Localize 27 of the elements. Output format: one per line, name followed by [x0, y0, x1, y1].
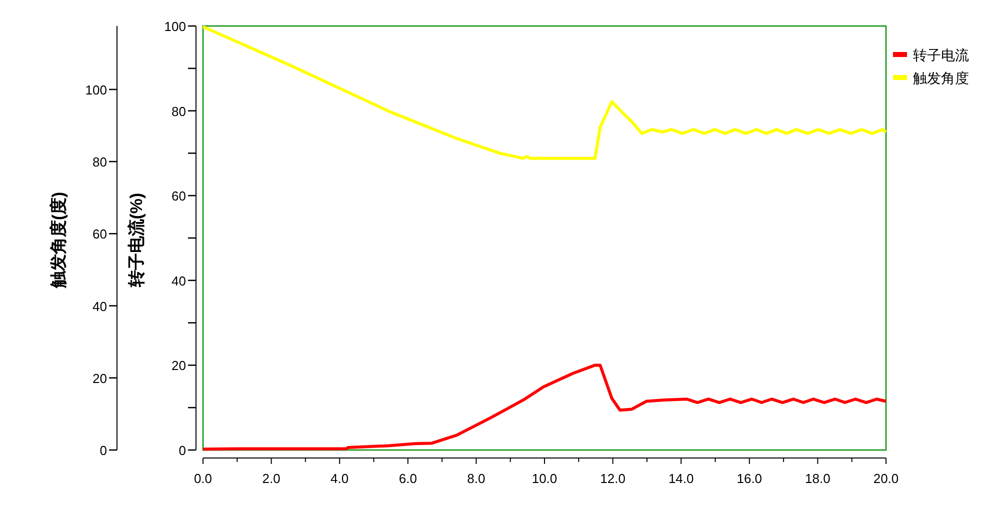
x-tick-label: 0.0	[194, 471, 212, 486]
y-axis-title: 转子电流(%)	[127, 192, 146, 288]
y2-tick-label: 40	[92, 298, 107, 314]
y-tick-label: 0	[178, 443, 186, 458]
x-tick-label: 4.0	[330, 471, 349, 486]
y2-tick-label: 100	[85, 82, 107, 98]
y2-tick-label: 80	[92, 154, 107, 170]
x-tick-label: 20.0	[873, 471, 899, 486]
y-tick-label: 80	[172, 104, 186, 119]
y-tick-label: 40	[172, 273, 186, 288]
x-tick-label: 12.0	[600, 471, 626, 486]
y-tick-label: 60	[172, 188, 186, 204]
y2-tick-label: 60	[92, 226, 107, 242]
y-tick-label: 100	[164, 19, 186, 34]
x-tick-label: 18.0	[805, 471, 830, 486]
x-tick-label: 10.0	[532, 471, 558, 486]
x-tick-label: 6.0	[398, 471, 417, 486]
y2-tick-label: 0	[100, 443, 107, 458]
legend-label: 触发角度	[913, 70, 969, 86]
x-tick-label: 16.0	[736, 471, 762, 486]
y2-tick-label: 20	[92, 370, 107, 386]
y2-axis-title: 触发角度(度)	[49, 192, 68, 290]
x-tick-label: 8.0	[467, 471, 486, 486]
x-tick-label: 14.0	[668, 471, 694, 486]
x-tick-label: 2.0	[262, 471, 280, 486]
y-tick-label: 20	[172, 358, 186, 374]
legend-label: 转子电流	[913, 47, 969, 63]
